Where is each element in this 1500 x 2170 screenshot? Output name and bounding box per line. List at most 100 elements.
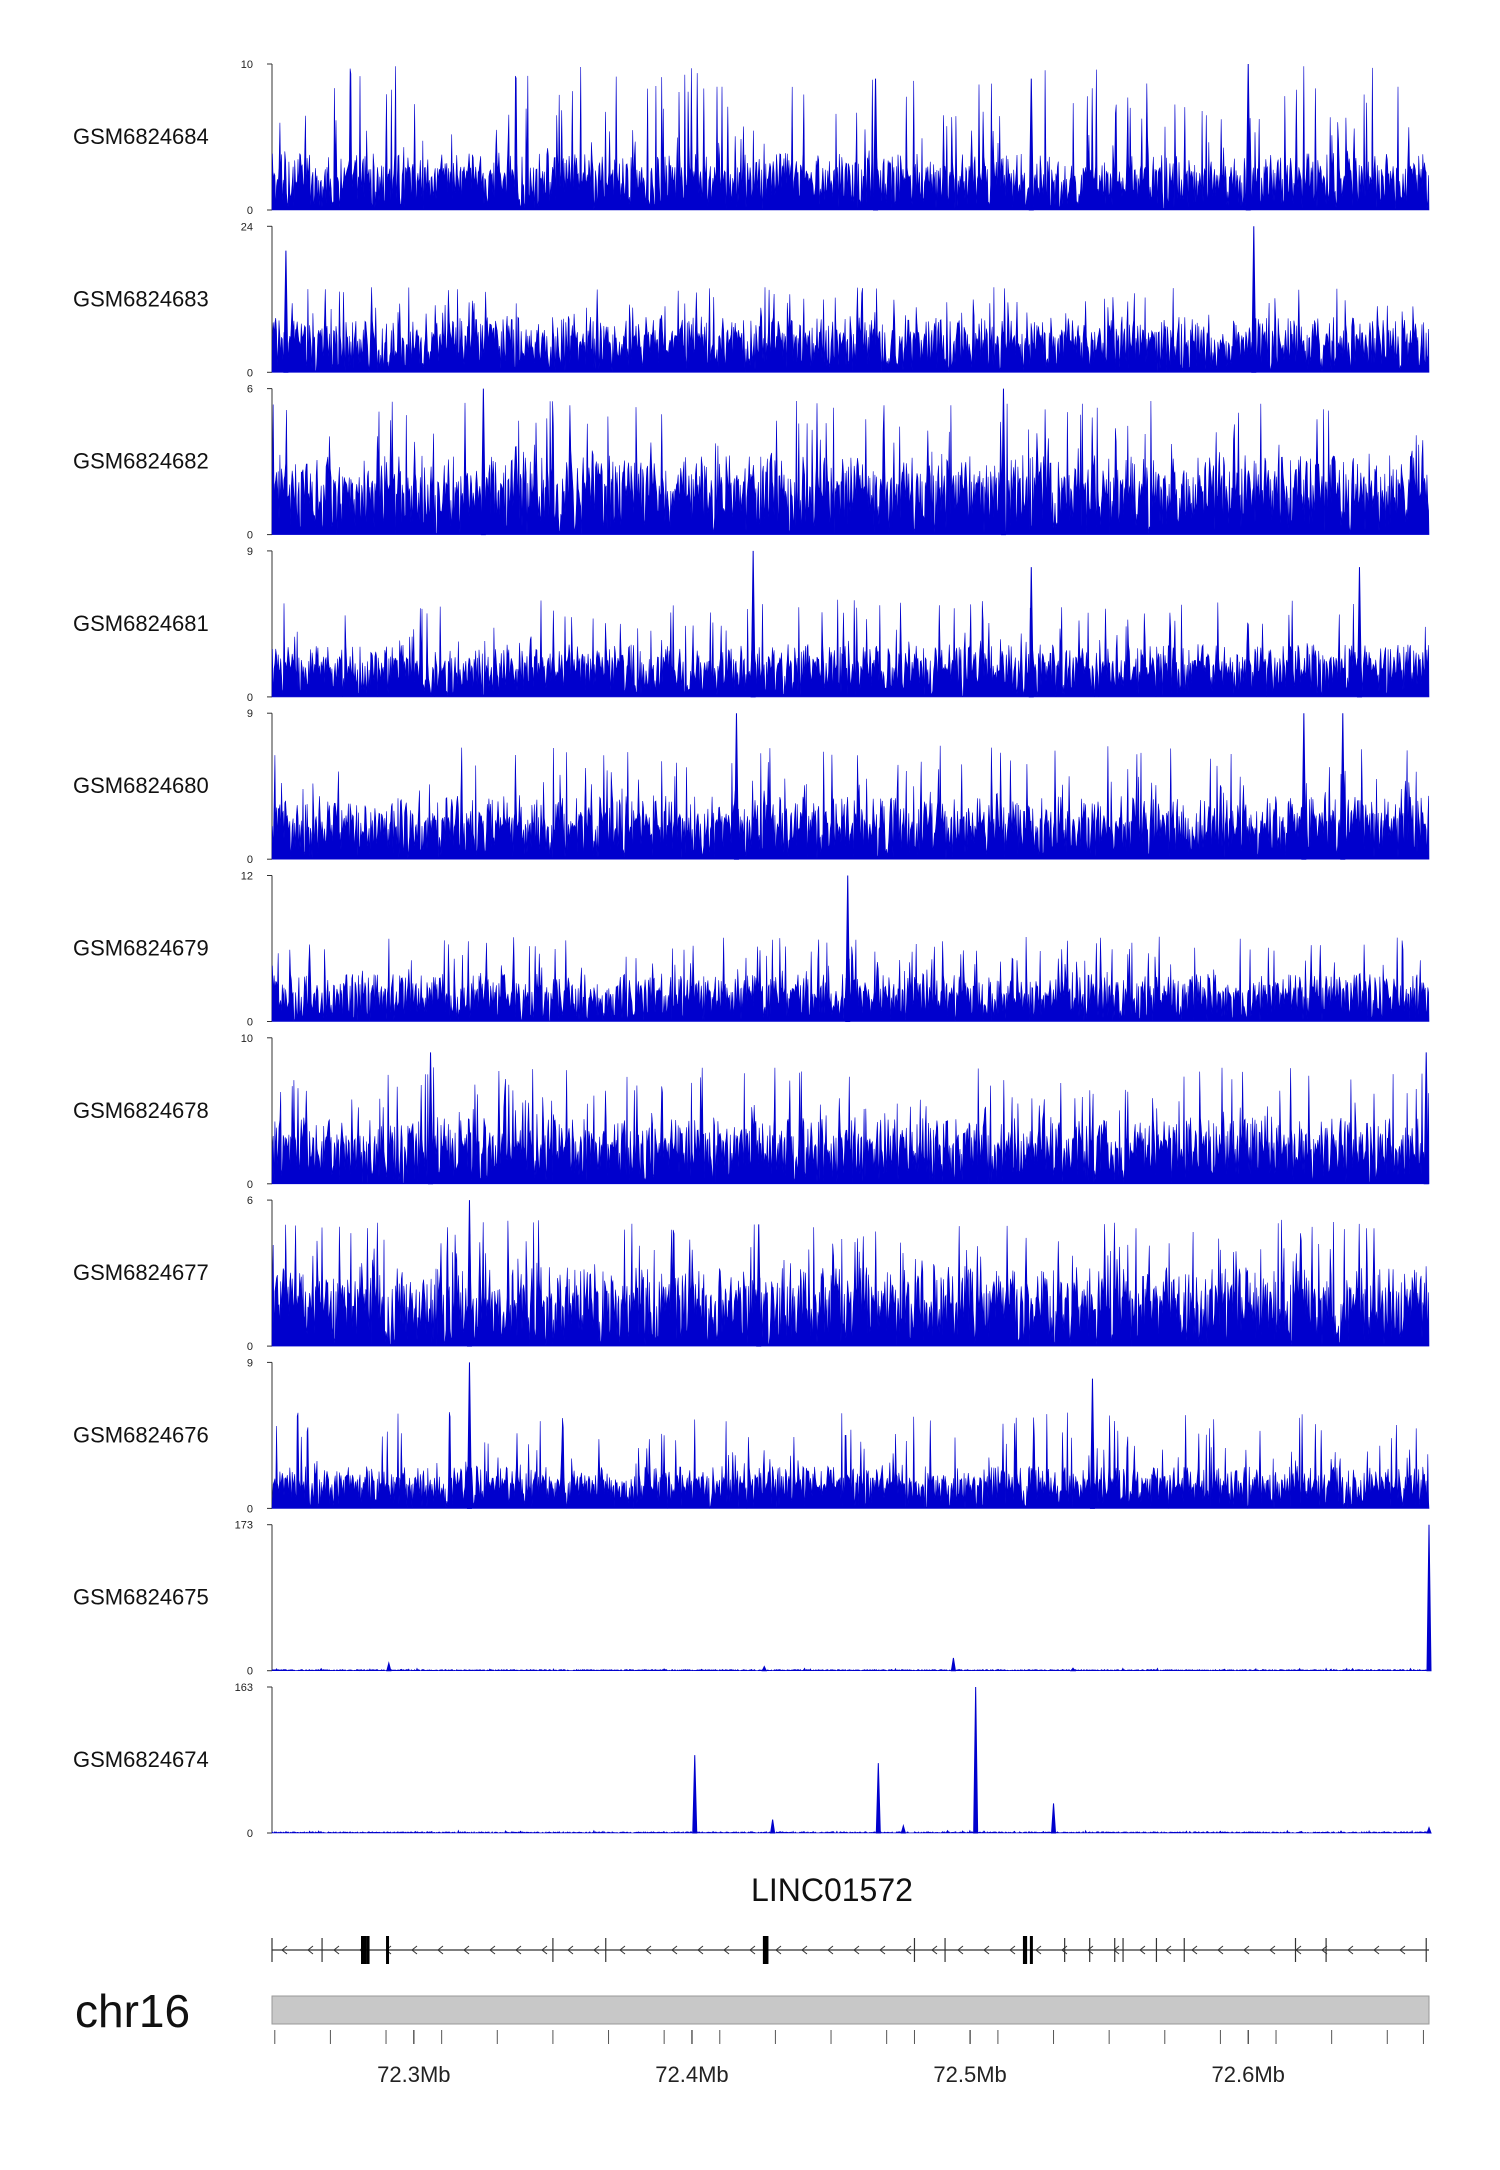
coverage-peak bbox=[480, 388, 486, 536]
strand-chevron bbox=[1035, 1945, 1042, 1955]
strand-chevron bbox=[1009, 1945, 1016, 1955]
coverage-peak bbox=[466, 1362, 472, 1509]
coverage-area bbox=[271, 400, 1430, 535]
track-GSM6824677: GSM6824677 6 0 bbox=[73, 1195, 1430, 1353]
strand-chevron bbox=[1347, 1945, 1354, 1955]
strand-chevron bbox=[1113, 1945, 1120, 1955]
coverage-peak bbox=[873, 78, 879, 211]
track-GSM6824682: GSM6824682 6 0 bbox=[73, 384, 1430, 542]
coverage-peak bbox=[770, 1819, 776, 1834]
chromosome-label: chr16 bbox=[75, 1985, 190, 2037]
coverage-peak bbox=[750, 550, 756, 698]
genome-axis: 72.3Mb 72.4Mb 72.5Mb 72.6Mb bbox=[274, 2030, 1424, 2087]
coverage-peak bbox=[1050, 1803, 1057, 1834]
strand-chevron bbox=[671, 1945, 678, 1955]
track-label: GSM6824675 bbox=[73, 1585, 209, 1610]
coverage-area bbox=[271, 599, 1430, 698]
exon bbox=[361, 1936, 367, 1964]
strand-chevron bbox=[775, 1945, 782, 1955]
strand-chevron bbox=[333, 1945, 340, 1955]
strand-chevron bbox=[1243, 1945, 1250, 1955]
y-tick-label-max: 173 bbox=[235, 1520, 253, 1532]
y-tick-label-max: 9 bbox=[247, 708, 253, 720]
strand-chevron bbox=[827, 1945, 834, 1955]
track-GSM6824683: GSM6824683 24 0 bbox=[73, 221, 1430, 379]
strand-chevron bbox=[619, 1945, 626, 1955]
coverage-peak bbox=[692, 1755, 698, 1834]
y-tick-label-min: 0 bbox=[247, 854, 253, 866]
coverage-area bbox=[271, 1412, 1430, 1509]
coverage-peak bbox=[733, 713, 739, 860]
y-tick-label-min: 0 bbox=[247, 1828, 253, 1840]
coverage-peak bbox=[1340, 713, 1346, 860]
strand-chevron bbox=[541, 1945, 548, 1955]
y-tick-label-max: 6 bbox=[247, 1195, 253, 1207]
coverage-peak bbox=[428, 1052, 434, 1185]
exon bbox=[1029, 1936, 1033, 1964]
track-GSM6824679: GSM6824679 12 0 bbox=[73, 871, 1430, 1029]
strand-chevron bbox=[1087, 1945, 1094, 1955]
x-tick-label: 72.6Mb bbox=[1212, 2062, 1285, 2087]
coverage-area bbox=[271, 1829, 1430, 1834]
strand-chevron bbox=[385, 1945, 392, 1955]
y-tick-label-min: 0 bbox=[247, 367, 253, 379]
track-label: GSM6824680 bbox=[73, 773, 209, 798]
y-tick-label-min: 0 bbox=[247, 1341, 253, 1353]
track-label: GSM6824682 bbox=[73, 449, 209, 474]
coverage-peak bbox=[973, 1686, 979, 1834]
track-label: GSM6824681 bbox=[73, 611, 209, 636]
y-tick-label-min: 0 bbox=[247, 1017, 253, 1029]
coverage-area bbox=[271, 1067, 1430, 1185]
x-tick-label: 72.3Mb bbox=[377, 2062, 450, 2087]
y-tick-label-max: 163 bbox=[235, 1682, 253, 1694]
track-GSM6824676: GSM6824676 9 0 bbox=[73, 1357, 1430, 1515]
coverage-peak bbox=[1426, 1826, 1432, 1834]
coverage-area bbox=[271, 1219, 1430, 1347]
strand-chevron bbox=[1269, 1945, 1276, 1955]
track-label: GSM6824678 bbox=[73, 1098, 209, 1123]
track-GSM6824674: GSM6824674 163 0 bbox=[73, 1682, 1432, 1840]
track-GSM6824678: GSM6824678 10 0 bbox=[73, 1033, 1430, 1191]
strand-chevron bbox=[905, 1945, 912, 1955]
strand-chevron bbox=[1191, 1945, 1198, 1955]
track-GSM6824684: GSM6824684 10 0 bbox=[73, 59, 1430, 217]
coverage-area bbox=[271, 1667, 1429, 1672]
y-tick-label-max: 6 bbox=[247, 384, 253, 396]
y-tick-label-min: 0 bbox=[247, 530, 253, 542]
y-tick-label-max: 9 bbox=[247, 1357, 253, 1369]
exon bbox=[366, 1936, 370, 1964]
coverage-peak bbox=[1028, 78, 1034, 211]
coverage-area bbox=[271, 287, 1430, 373]
coverage-peak bbox=[756, 1224, 762, 1347]
coverage-peak bbox=[1356, 567, 1362, 698]
strand-chevron bbox=[645, 1945, 652, 1955]
coverage-peak bbox=[386, 1661, 392, 1672]
coverage-peak bbox=[845, 875, 851, 1022]
gene-label: LINC01572 bbox=[751, 1872, 913, 1908]
y-tick-label-max: 9 bbox=[247, 546, 253, 558]
strand-chevron bbox=[307, 1945, 314, 1955]
strand-chevron bbox=[489, 1945, 496, 1955]
coverage-peak bbox=[1028, 567, 1034, 698]
strand-chevron bbox=[749, 1945, 756, 1955]
track-GSM6824675: GSM6824675 173 0 bbox=[73, 1520, 1432, 1678]
track-label: GSM6824683 bbox=[73, 286, 209, 311]
strand-chevron bbox=[697, 1945, 704, 1955]
strand-chevron bbox=[853, 1945, 860, 1955]
y-tick-label-max: 12 bbox=[241, 871, 253, 883]
coverage-peak bbox=[1301, 713, 1307, 860]
x-tick-label: 72.5Mb bbox=[933, 2062, 1006, 2087]
strand-chevron bbox=[983, 1945, 990, 1955]
strand-chevron bbox=[931, 1945, 938, 1955]
coverage-peak bbox=[283, 250, 289, 373]
coverage-peak bbox=[1426, 1524, 1432, 1672]
y-tick-label-min: 0 bbox=[247, 1503, 253, 1515]
strand-chevron bbox=[1139, 1945, 1146, 1955]
chromosome-ideogram: chr16 bbox=[75, 1985, 1430, 2037]
y-tick-label-min: 0 bbox=[247, 1666, 253, 1678]
coverage-peak bbox=[875, 1763, 881, 1834]
strand-chevron bbox=[515, 1945, 522, 1955]
track-label: GSM6824679 bbox=[73, 936, 209, 961]
strand-chevron bbox=[723, 1945, 730, 1955]
coverage-peak bbox=[1245, 63, 1251, 211]
